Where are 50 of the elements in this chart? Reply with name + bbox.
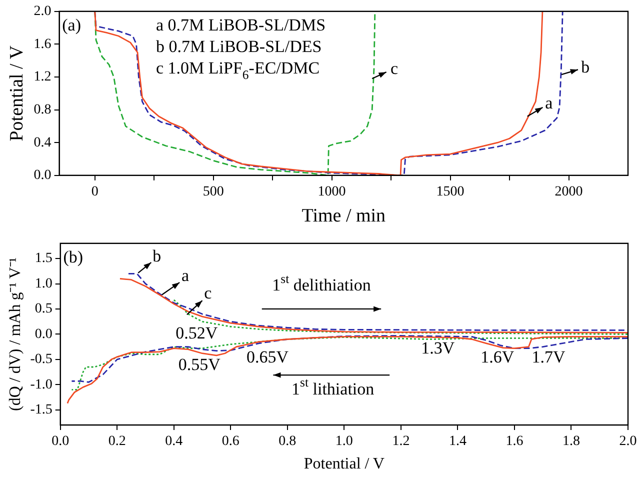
x-tick-label: 1.8 [562,434,580,450]
x-tick-label: 0.4 [165,434,183,450]
y-tick-label: -0.5 [30,352,52,368]
x-tick-label: 0 [91,184,98,200]
annotation: b 0.7M LiBOB-SL/DES [156,36,322,56]
x-tick-label: 0.0 [52,434,70,450]
x-tick-label: 1.0 [335,434,353,450]
y-tick-label: 0.4 [34,135,52,150]
x-tick-label: 500 [202,184,224,200]
y-tick-label: 1.6 [34,36,52,52]
annotation: 1.3V [421,338,456,358]
line-series [94,11,376,176]
x-tick-label: 0.8 [278,434,296,450]
x-axis-title: Time / min [302,206,386,227]
annotation: 1.6V [480,347,515,366]
x-axis-title: Potential / V [304,456,385,473]
y-tick-label: 1.5 [34,251,52,266]
annotation: (b) [63,247,84,266]
y-tick-label: 2.0 [34,4,52,20]
y-tick-label: 0.8 [34,102,52,118]
y-tick-label: -1.0 [30,377,52,392]
x-tick-label: 1500 [436,184,464,200]
annotation: 0.65V [246,347,290,366]
x-tick-label: 1.4 [448,434,466,450]
annotation: c [204,284,212,303]
y-tick-label: -1.5 [30,402,52,418]
y-tick-label: 0.0 [34,326,52,342]
x-tick-label: 1000 [318,184,346,200]
annotation: 1.7V [532,347,566,366]
annotation: b [581,57,590,76]
y-tick-label: 0.0 [34,168,52,184]
y-tick-label: 1.2 [34,70,52,85]
annotation: 0.55V [178,354,222,374]
x-tick-label: 2.0 [619,434,637,450]
annotation: b [152,246,162,266]
y-tick-label: 0.5 [34,302,52,317]
annotation: a [181,266,190,286]
annotation: (a) [62,16,82,35]
x-tick-label: 1.6 [506,434,524,450]
annotation: a 0.7M LiBOB-SL/DMS [156,16,326,35]
y-tick-label: 1.0 [34,276,52,292]
y-axis-title: (dQ / dV) / mAh g⁻¹ V⁻¹ [6,257,24,411]
annotation: a [545,94,554,113]
annotation: 0.52V [176,324,218,343]
annotation: c [390,59,398,78]
x-tick-label: 0.6 [222,434,240,450]
x-tick-label: 1.2 [392,434,410,450]
x-tick-label: 2000 [554,184,583,200]
y-axis-title: Potential / V [6,45,28,142]
x-tick-label: 0.2 [108,434,126,450]
